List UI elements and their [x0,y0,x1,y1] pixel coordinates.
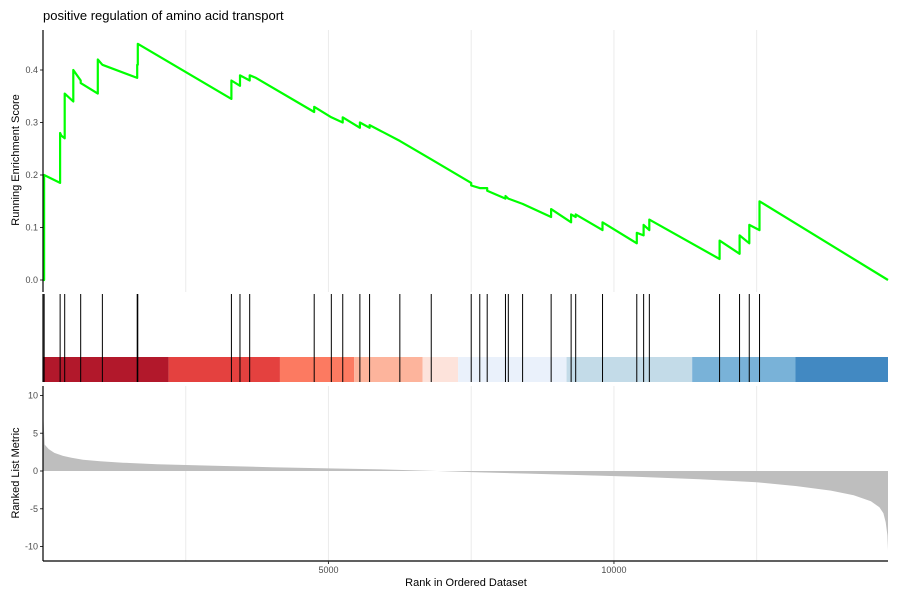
color-band [422,357,459,382]
x-axis-title: Rank in Ordered Dataset [405,577,527,589]
y-tick-label: 0 [33,466,38,476]
y-tick-label: 0.2 [25,170,38,180]
y-axis-title-ranked-metric: Ranked List Metric [10,427,22,519]
color-band [43,357,169,382]
color-band [566,357,693,382]
color-band [692,357,796,382]
color-band [354,357,423,382]
y-tick-label: 0.0 [25,275,38,285]
ranked-metric-area [43,410,888,551]
running-score-panel [42,42,889,282]
y-tick-label: 0.1 [25,223,38,233]
color-band [458,357,567,382]
metric-panel [43,410,888,551]
y-axis-title-running-score: Running Enrichment Score [10,94,22,225]
color-band [168,357,280,382]
hit-panel [43,294,888,382]
axes: 0.0 0.1 0.2 0.3 0.4 -10 -5 0 5 10 5000 10000 [25,30,888,575]
color-band [795,357,888,382]
y-tick-label: -10 [25,542,38,552]
x-tick-label: 5000 [318,565,338,575]
y-tick-label: -5 [30,504,38,514]
running-score-line [42,42,889,282]
y-tick-label: 0.4 [25,65,38,75]
color-band [279,357,355,382]
y-tick-label: 5 [33,428,38,438]
y-tick-label: 10 [28,391,38,401]
x-tick-label: 10000 [601,565,626,575]
y-tick-label: 0.3 [25,118,38,128]
chart-title: positive regulation of amino acid transp… [43,8,284,23]
